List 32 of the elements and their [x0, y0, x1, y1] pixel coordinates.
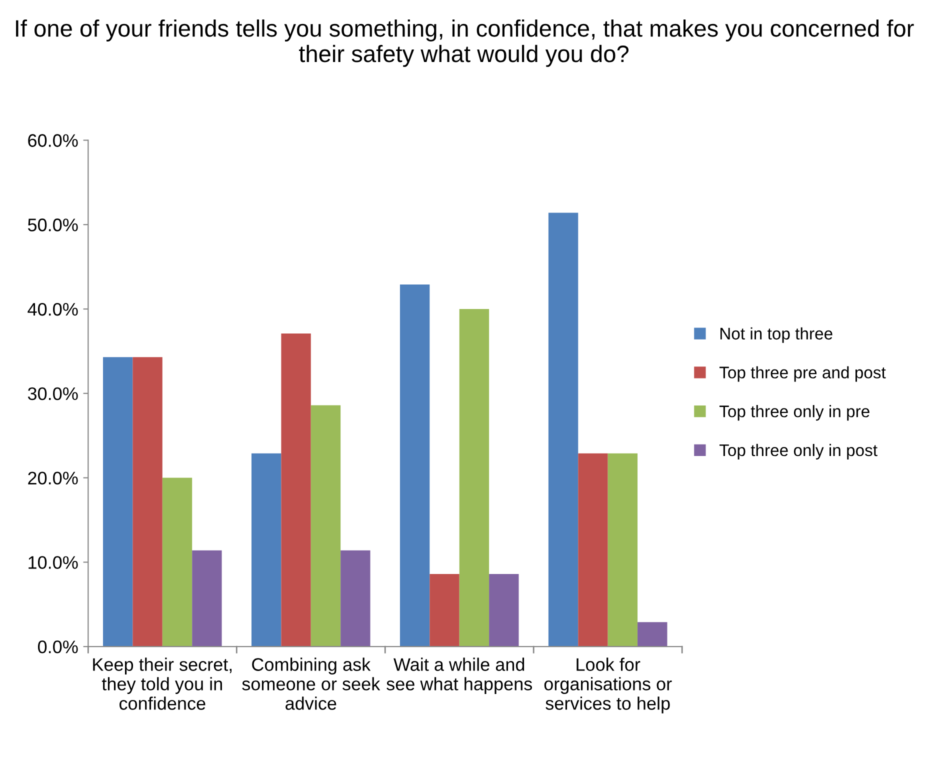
- x-tick-label: Wait a while and see what happens: [386, 658, 532, 694]
- bar: [310, 405, 341, 647]
- bar: [103, 357, 133, 647]
- bar: [608, 453, 638, 647]
- y-tick-label: 10.0%: [28, 556, 78, 569]
- x-tick-label: Keep their secret, they told you in confidence: [93, 658, 232, 710]
- bar: [162, 478, 192, 647]
- y-tick-label: 0.0%: [38, 640, 78, 654]
- legend-label: Top three only in post: [719, 444, 878, 460]
- legend-label: Top three only in pre: [719, 405, 870, 421]
- y-tick-label: 60.0%: [28, 134, 78, 147]
- bar: [281, 333, 311, 647]
- bar: [459, 309, 490, 647]
- y-tick-label: 40.0%: [28, 302, 78, 316]
- bar: [578, 453, 608, 647]
- bar: [192, 550, 222, 647]
- y-tick-label: 20.0%: [28, 472, 78, 485]
- bar: [489, 574, 519, 647]
- bar: [430, 574, 460, 647]
- chart-title: If one of your friends tells you something, in confidence, that makes you concerned for their safety what would you do?: [16, 19, 914, 67]
- legend-label: Top three pre and post: [719, 366, 886, 382]
- bar: [340, 550, 370, 647]
- bar: [132, 357, 162, 647]
- y-tick-label: 50.0%: [28, 218, 78, 232]
- legend-label: Not in top three: [720, 327, 832, 343]
- bar: [638, 622, 668, 647]
- bar: [548, 212, 578, 647]
- bar: [251, 453, 282, 647]
- y-tick-label: 30.0%: [28, 387, 78, 400]
- x-tick-label: Look for organisations or services to help: [544, 658, 672, 714]
- bar: [400, 284, 430, 647]
- x-tick-label: Combining ask someone or seek advice: [242, 658, 380, 710]
